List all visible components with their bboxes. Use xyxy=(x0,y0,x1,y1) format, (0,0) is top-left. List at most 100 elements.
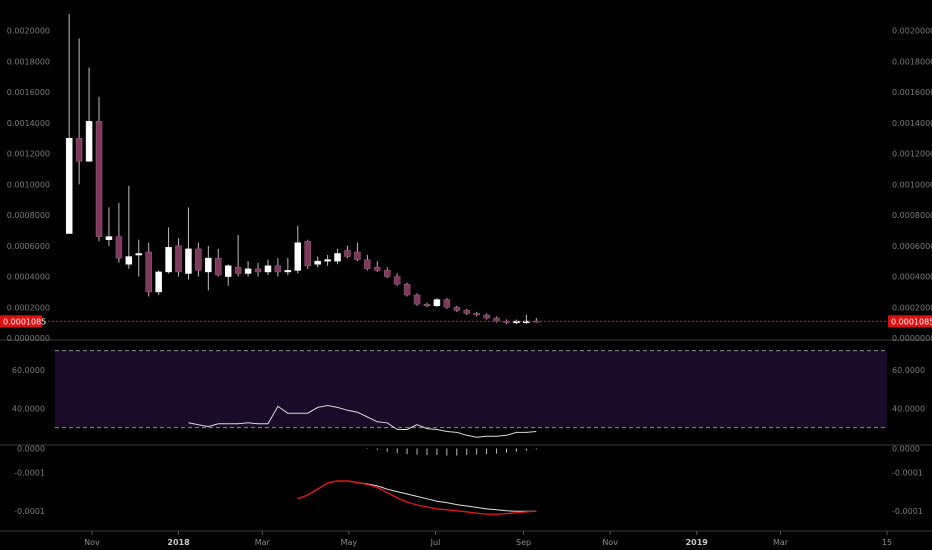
candle-down xyxy=(383,270,391,277)
price-axis-left-tick: 0.0018000 xyxy=(7,57,50,66)
candle-down xyxy=(304,240,311,267)
candle-down xyxy=(75,138,83,162)
current-price-line: 0.0001085 0.0001085 xyxy=(0,315,932,328)
time-axis-label: Mar xyxy=(773,538,789,547)
candle-down xyxy=(503,320,510,323)
candle-up xyxy=(433,299,441,306)
macd-axis-left-tick: -0.0001 xyxy=(14,507,45,516)
price-axis-left-tick: 0.0010000 xyxy=(7,180,50,189)
candle-up xyxy=(264,265,272,273)
candle-up xyxy=(85,121,93,162)
current-price-tag-left-bg xyxy=(0,315,42,328)
price-axis-right-tick: 0.0012000 xyxy=(892,150,932,159)
candle-down xyxy=(354,251,361,260)
candle-up xyxy=(105,236,113,240)
candle-down xyxy=(145,251,152,293)
macd-axis-left-tick: -0.0001 xyxy=(14,468,45,477)
rsi-axis-left-tick: 40.0000 xyxy=(12,404,45,413)
candle-down xyxy=(413,294,421,305)
current-price-label-right: 0.0001085 xyxy=(891,317,932,326)
price-axis-left-tick: 0.0008000 xyxy=(7,211,50,220)
macd-axis-right-tick: -0.0001 xyxy=(892,507,923,516)
price-axis-left-tick: 0.0004000 xyxy=(7,273,50,282)
price-axis-left-tick: 0.0000000 xyxy=(7,334,50,343)
candle-down xyxy=(115,236,123,259)
current-price-tag-right: 0.0001085 xyxy=(888,315,932,328)
price-axis-left-tick: 0.0012000 xyxy=(7,150,50,159)
price-axis-left-tick: 0.0016000 xyxy=(7,88,50,97)
rsi-band-fill xyxy=(55,350,887,428)
candle-up xyxy=(314,260,321,265)
candle-down xyxy=(215,257,222,276)
time-axis-label: Nov xyxy=(84,538,100,547)
candle-down xyxy=(364,259,371,270)
price-axis-right-tick: 0.0020000 xyxy=(892,27,932,36)
candle-down xyxy=(443,299,451,308)
macd-axis-left-tick: 0.0000 xyxy=(17,444,45,453)
candle-up xyxy=(65,138,73,234)
candle-up xyxy=(294,242,302,271)
candle-up xyxy=(135,253,143,256)
candle-down xyxy=(254,268,262,273)
candle-down xyxy=(344,250,351,257)
current-price-tag-right-bg xyxy=(888,315,932,328)
price-axis-right-tick: 0.0006000 xyxy=(892,242,932,251)
price-axis-right-tick: 0.0002000 xyxy=(892,303,932,312)
time-axis-label: Sep xyxy=(516,538,531,547)
rsi-axis-right-tick: 60.0000 xyxy=(892,366,925,375)
candle-down xyxy=(393,276,401,285)
price-axis-left-tick: 0.0002000 xyxy=(7,303,50,312)
candle-up xyxy=(334,253,341,262)
price-axis-right-tick: 0.0010000 xyxy=(892,180,932,189)
price-axis-right-tick: 0.0000000 xyxy=(892,334,932,343)
candle-down xyxy=(473,313,480,316)
macd-axis-right-tick: -0.0001 xyxy=(892,468,923,477)
price-axis-right-tick: 0.0014000 xyxy=(892,119,932,128)
candle-down xyxy=(95,121,103,237)
rsi-pane xyxy=(55,350,887,438)
candle-up xyxy=(155,271,162,293)
price-axis-left-tick: 0.0020000 xyxy=(7,27,50,36)
price-axis-left-tick: 0.0006000 xyxy=(7,242,50,251)
candle-down xyxy=(463,310,470,314)
candle-down xyxy=(374,267,381,271)
candle-up xyxy=(224,265,232,277)
price-axis-right-tick: 0.0008000 xyxy=(892,211,932,220)
time-axis[interactable]: Nov 2018 Mar May Jul Sep Nov 2019 Mar 15 xyxy=(84,531,892,547)
candle-up xyxy=(284,270,292,273)
candle-down xyxy=(274,265,282,273)
candle-down xyxy=(483,314,490,319)
current-price-tag-left: 0.0001085 xyxy=(0,315,46,328)
rsi-axis-right-tick: 40.0000 xyxy=(892,404,925,413)
pane-dividers xyxy=(0,339,932,532)
candle-down xyxy=(493,317,500,322)
right-price-axis[interactable]: 0.0000000 0.0002000 0.0004000 0.0006000 0.00… xyxy=(892,27,932,516)
left-price-axis[interactable]: 0.0000000 0.0002000 0.0004000 0.0006000 0.00… xyxy=(7,27,50,516)
time-axis-label: May xyxy=(341,538,358,547)
time-axis-label: Mar xyxy=(255,538,271,547)
rsi-axis-left-tick: 60.0000 xyxy=(12,366,45,375)
price-axis-right-tick: 0.0018000 xyxy=(892,57,932,66)
candle-down xyxy=(453,307,461,311)
current-price-label-left: 0.0001085 xyxy=(3,317,46,326)
time-axis-label: 2019 xyxy=(686,538,709,547)
candle-up xyxy=(205,257,212,273)
time-axis-label: Nov xyxy=(602,538,618,547)
time-axis-label: 15 xyxy=(882,538,892,547)
candle-up xyxy=(523,320,530,323)
candle-up xyxy=(244,268,252,274)
candle-down xyxy=(403,283,411,296)
time-axis-label: 2018 xyxy=(167,538,190,547)
candle-down xyxy=(195,248,202,271)
macd-pane xyxy=(297,448,537,515)
macd-signal-line xyxy=(297,480,537,515)
price-axis-right-tick: 0.0016000 xyxy=(892,88,932,97)
candle-down xyxy=(175,245,182,273)
time-axis-label: Jul xyxy=(430,538,441,547)
price-axis-left-tick: 0.0014000 xyxy=(7,119,50,128)
price-axis-right-tick: 0.0004000 xyxy=(892,273,932,282)
candle-up xyxy=(185,248,192,274)
candle-up xyxy=(165,247,172,273)
